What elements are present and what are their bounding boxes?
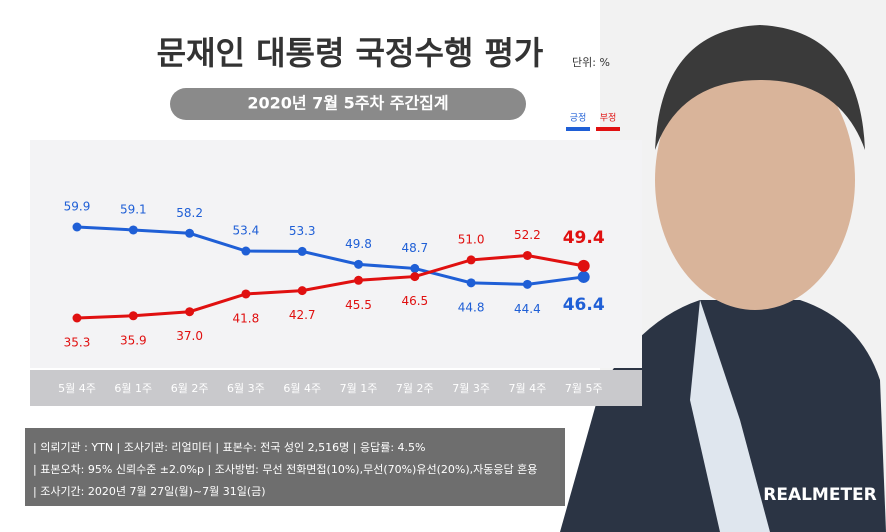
value-label: 48.7 bbox=[401, 241, 428, 255]
value-label: 53.3 bbox=[289, 224, 316, 238]
point bbox=[354, 275, 363, 285]
value-label: 35.9 bbox=[120, 333, 147, 347]
value-label: 59.1 bbox=[120, 202, 147, 216]
point bbox=[522, 250, 532, 260]
footer-box bbox=[25, 428, 565, 506]
value-label: 37.0 bbox=[176, 329, 203, 343]
x-tick-label: 6월 2주 bbox=[171, 382, 209, 395]
plot-area bbox=[30, 140, 642, 368]
point bbox=[297, 286, 307, 296]
point bbox=[72, 313, 82, 323]
x-tick-label: 6월 3주 bbox=[227, 382, 265, 395]
legend-swatch bbox=[566, 127, 590, 131]
point bbox=[410, 272, 420, 282]
x-tick-label: 7월 1주 bbox=[340, 382, 378, 395]
point bbox=[128, 225, 138, 235]
x-tick-label: 7월 5주 bbox=[565, 382, 603, 395]
series-line bbox=[76, 253, 584, 320]
value-label: 52.2 bbox=[514, 228, 541, 242]
value-label: 44.8 bbox=[458, 300, 485, 314]
unit: 단위: % bbox=[572, 56, 610, 69]
value-label: 46.5 bbox=[401, 294, 428, 308]
point bbox=[410, 263, 420, 273]
point bbox=[241, 289, 251, 299]
x-tick-label: 6월 4주 bbox=[283, 382, 321, 395]
point bbox=[522, 279, 532, 289]
point bbox=[577, 259, 590, 272]
category-band bbox=[30, 370, 642, 406]
value-label: 53.4 bbox=[233, 224, 260, 238]
subtitle-pill bbox=[170, 88, 526, 120]
portrait-placeholder bbox=[560, 0, 886, 532]
footer-line: | 의뢰기관 : YTN | 조사기관: 리얼미터 | 표본수: 전국 성인 2… bbox=[33, 440, 425, 454]
subtitle: 2020년 7월 5주차 주간집계 bbox=[247, 94, 448, 113]
point bbox=[185, 307, 195, 317]
x-tick-label: 7월 4주 bbox=[509, 382, 547, 395]
x-tick-label: 5월 4주 bbox=[58, 382, 96, 395]
point bbox=[466, 278, 476, 288]
value-label: 41.8 bbox=[233, 311, 260, 325]
value-label: 58.2 bbox=[176, 206, 203, 220]
value-label: 46.4 bbox=[563, 295, 605, 315]
value-label: 42.7 bbox=[289, 308, 316, 322]
x-tick-label: 6월 1주 bbox=[114, 382, 152, 395]
legend-label: 긍정 bbox=[570, 113, 587, 124]
value-label: 35.3 bbox=[64, 336, 91, 350]
value-label: 51.0 bbox=[458, 232, 485, 246]
point bbox=[128, 311, 138, 321]
series-line bbox=[76, 225, 584, 286]
value-label: 45.5 bbox=[345, 298, 372, 312]
value-label: 49.4 bbox=[563, 228, 605, 248]
x-tick-label: 7월 2주 bbox=[396, 382, 434, 395]
point bbox=[297, 246, 307, 256]
point bbox=[72, 222, 82, 232]
footer-line: | 표본오차: 95% 신뢰수준 ±2.0%p | 조사방법: 무선 전화면접(… bbox=[33, 463, 537, 476]
point bbox=[241, 246, 251, 256]
title: 문재인 대통령 국정수행 평가 bbox=[157, 34, 544, 72]
point bbox=[577, 270, 590, 283]
value-label: 49.8 bbox=[345, 237, 372, 251]
legend-swatch bbox=[596, 127, 620, 131]
point bbox=[354, 259, 363, 269]
brand: REALMETER bbox=[763, 485, 877, 505]
value-label: 59.9 bbox=[64, 200, 91, 214]
legend-label: 부정 bbox=[600, 113, 617, 124]
value-label: 44.4 bbox=[514, 302, 541, 316]
point bbox=[185, 228, 195, 238]
x-tick-label: 7월 3주 bbox=[452, 382, 490, 395]
footer-line: | 조사기간: 2020년 7월 27일(월)~7월 31일(금) bbox=[33, 484, 266, 498]
point bbox=[466, 255, 476, 265]
